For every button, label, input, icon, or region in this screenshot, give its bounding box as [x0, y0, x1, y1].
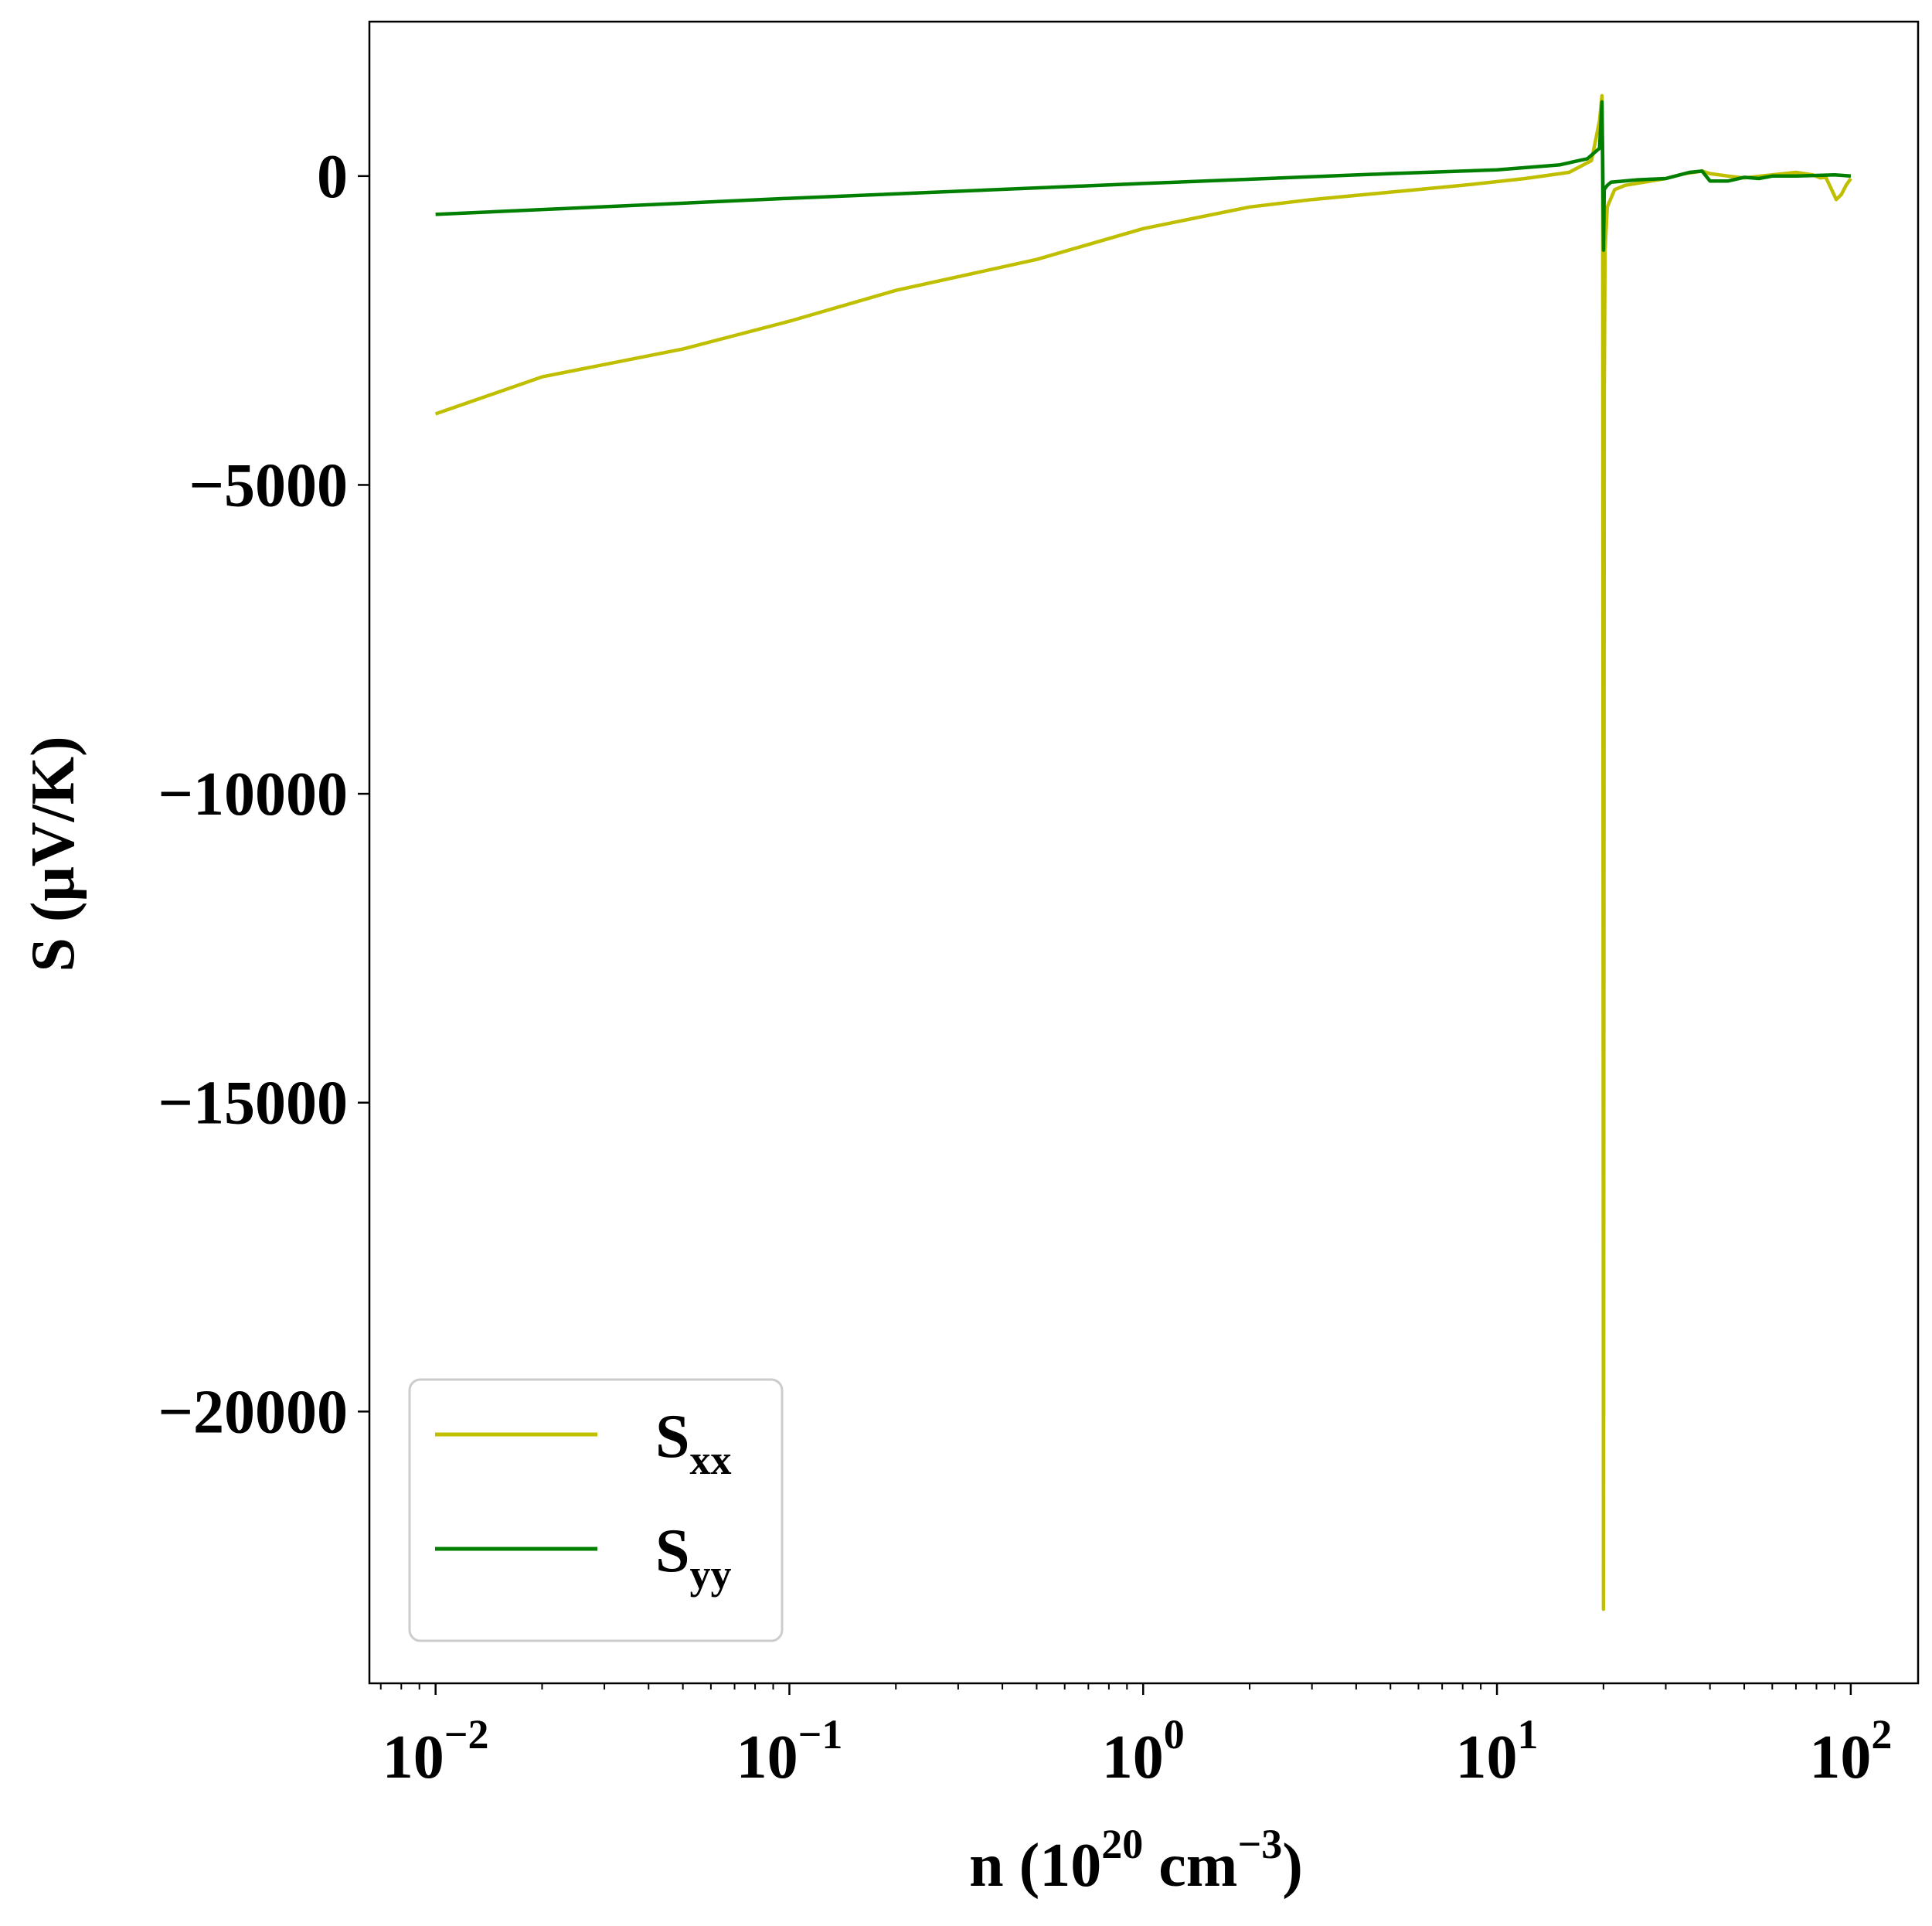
- legend: Sxx Syy: [408, 1378, 784, 1642]
- x-axis-label-end: ): [1282, 1832, 1303, 1900]
- y-tick-label: −15000: [158, 1070, 348, 1138]
- x-axis-label-exp2: −3: [1237, 1821, 1282, 1867]
- series-line-Syy: [435, 100, 1852, 252]
- series-layer: [434, 94, 1852, 1611]
- x-tick-label: 10−1: [736, 1711, 843, 1792]
- y-tick-label: −5000: [189, 451, 348, 519]
- ticks-layer: 10−2 10−1 100 101 102 0 −5000 −10000 −15000 −2000…: [158, 143, 1892, 1792]
- legend-label-syy: Syy: [655, 1517, 732, 1598]
- y-axis-label: S (μV/K): [19, 736, 87, 972]
- x-axis-label-exp1: 20: [1101, 1821, 1143, 1867]
- x-tick-label: 101: [1456, 1711, 1539, 1792]
- x-axis-label-base: n (10: [969, 1832, 1101, 1900]
- y-tick-label: 0: [317, 143, 348, 211]
- x-tick-label: 102: [1809, 1711, 1892, 1792]
- legend-frame: [408, 1378, 784, 1642]
- x-tick-label: 10−2: [383, 1711, 489, 1792]
- x-tick-label: 100: [1102, 1711, 1185, 1792]
- x-axis-label-mid: cm: [1143, 1832, 1237, 1900]
- x-axis-label: n (1020 cm−3): [969, 1821, 1303, 1900]
- y-tick-label: −10000: [158, 761, 348, 829]
- legend-label-sxx: Sxx: [655, 1403, 732, 1483]
- y-tick-label: −20000: [158, 1378, 348, 1446]
